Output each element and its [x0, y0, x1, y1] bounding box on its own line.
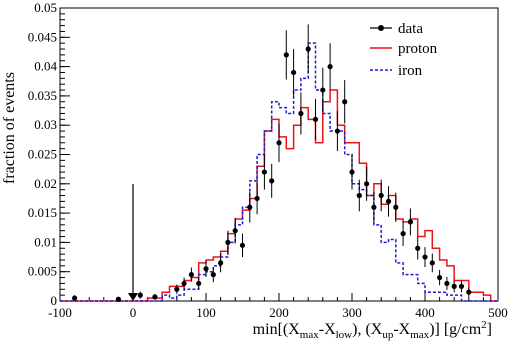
y-tick-label: 0.035: [28, 88, 57, 103]
arrow-head: [128, 293, 138, 301]
proton-step-line: [60, 89, 498, 302]
data-point: [298, 110, 304, 117]
data-point: [334, 128, 340, 134]
data-point: [218, 260, 224, 266]
data-point: [349, 169, 355, 175]
legend-label-iron: iron: [398, 63, 423, 79]
data-point: [188, 272, 194, 278]
iron-histogram: [60, 42, 498, 302]
data-point: [269, 178, 275, 184]
y-tick-label: 0: [51, 293, 58, 308]
data-point: [466, 289, 472, 295]
y-tick-label: 0.045: [28, 29, 57, 44]
data-point: [437, 274, 443, 281]
data-point: [152, 294, 158, 300]
y-tick-label: 0.03: [34, 117, 57, 132]
data-point: [458, 283, 465, 289]
data-point: [327, 64, 333, 70]
y-tick-label: 0.04: [34, 59, 57, 74]
data-point: [422, 254, 428, 260]
x-tick-label: 200: [269, 305, 289, 320]
data-points: [72, 24, 472, 302]
y-tick-label: 0.025: [28, 147, 57, 162]
data-point: [203, 266, 209, 272]
x-tick-label: -100: [48, 305, 72, 320]
data-point: [364, 181, 370, 187]
y-tick-label: 0.015: [28, 205, 57, 220]
data-point: [429, 260, 435, 266]
data-point: [378, 192, 384, 199]
data-point: [261, 169, 267, 175]
data-point: [407, 219, 413, 225]
y-tick-label: 0.005: [28, 264, 57, 279]
data-point: [320, 87, 326, 93]
x-tick-label: 0: [130, 305, 137, 320]
x-axis-label: min[(Xmax-Xlow), (Xup-Xmax)] [g/cm2]: [253, 319, 492, 341]
data-point: [137, 292, 143, 298]
x-tick-label: 300: [342, 305, 362, 320]
data-point: [225, 239, 231, 245]
data-point: [283, 52, 289, 58]
data-point: [415, 245, 421, 251]
legend-data-marker: [378, 25, 384, 31]
y-axis-ticks: 0 0.005 0.01 0.015 0.02 0.025 0.03 0.035 0.04 0.0…: [28, 0, 70, 308]
data-point: [181, 280, 187, 287]
data-point: [276, 140, 282, 146]
y-tick-label: 0.02: [34, 176, 57, 191]
y-tick-label: 0.01: [34, 234, 57, 249]
data-point: [232, 228, 238, 234]
iron-step-line: [60, 42, 498, 302]
data-point: [291, 69, 297, 76]
data-point: [371, 204, 377, 210]
data-point: [385, 198, 392, 204]
legend: data proton iron: [370, 21, 438, 79]
x-tick-label: 100: [196, 305, 216, 320]
legend-label-proton: proton: [398, 41, 438, 57]
data-point: [305, 46, 311, 52]
data-point: [400, 231, 406, 237]
data-point: [444, 280, 450, 287]
data-point: [72, 295, 78, 301]
data-point: [115, 296, 121, 302]
y-axis-label: fraction of events: [1, 72, 18, 184]
data-point: [254, 195, 260, 202]
cut-arrow: [128, 184, 138, 301]
data-point: [196, 280, 202, 287]
data-point: [342, 99, 348, 105]
data-point: [312, 116, 319, 122]
data-point: [393, 204, 399, 210]
data-point: [210, 272, 216, 278]
x-tick-label: 500: [488, 305, 508, 320]
data-point: [239, 242, 246, 248]
data-point: [174, 286, 180, 292]
proton-histogram: [60, 89, 498, 302]
data-point: [247, 204, 253, 210]
x-tick-label: 400: [415, 305, 435, 320]
legend-label-data: data: [398, 21, 423, 37]
data-point: [451, 283, 457, 289]
y-tick-label: 0.05: [34, 0, 57, 15]
data-point: [356, 192, 362, 199]
